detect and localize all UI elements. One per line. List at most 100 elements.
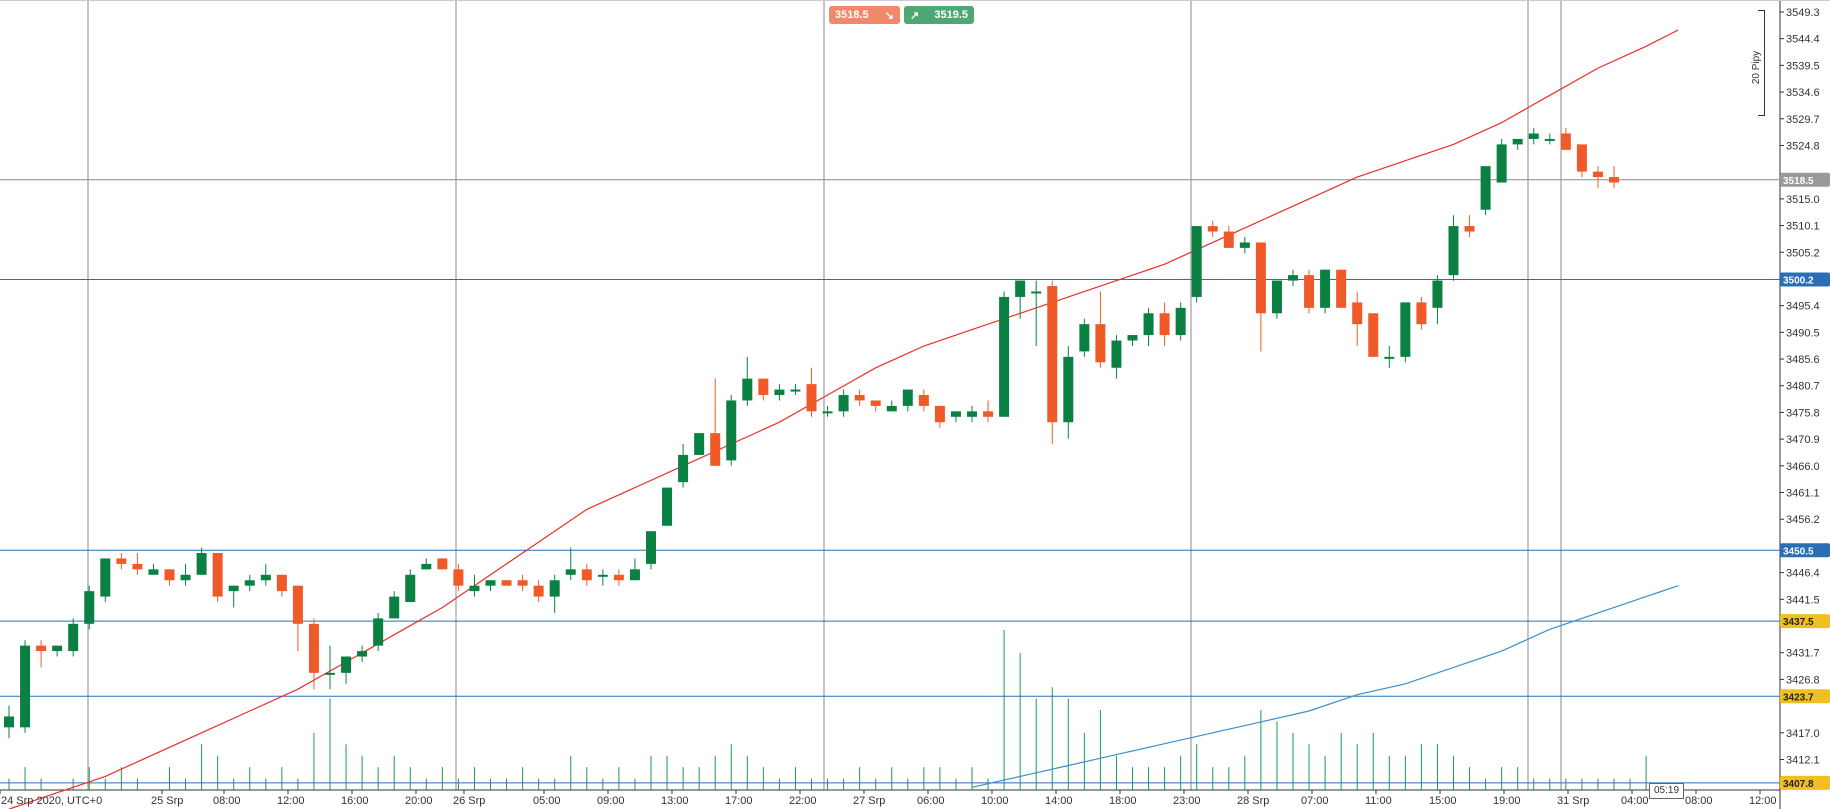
bearish-candle [581,563,592,586]
bullish-candle [678,444,689,488]
candle-body [1336,269,1347,308]
price-level-tag: 3407.8 [1780,775,1830,790]
candle-body [1384,356,1395,359]
candle-body [726,400,737,461]
time-tick-label: 23:00 [1173,795,1201,807]
arrow-down-right-icon: ↘ [884,9,894,22]
candle-body [694,433,705,455]
bullish-candle [1544,133,1555,145]
candle-body [1368,313,1379,357]
bullish-candle [52,645,63,657]
bullish-candle [1127,335,1138,346]
bullish-candle [180,563,191,586]
candle-body [485,580,496,586]
bearish-candle [1464,215,1475,237]
bullish-candle [148,563,159,575]
time-tick-label: 26 Srp [453,795,485,807]
candle-body [148,569,159,575]
sell-price-button[interactable]: 3518.5 ↘ [829,6,900,24]
buy-price-button[interactable]: ↗ 3519.5 [904,6,974,24]
time-tick-label: 09:00 [597,795,625,807]
bullish-candle [469,574,480,597]
candle-body [1432,280,1443,308]
bullish-candle [405,569,416,603]
bearish-candle [437,558,448,570]
time-tick-label: 17:00 [725,795,753,807]
current-candle-time: 05:19 [1649,783,1685,799]
time-tick-label: 19:00 [1493,795,1521,807]
bearish-candle [1592,166,1603,188]
candle-body [228,585,239,592]
bullish-candle [1111,335,1122,379]
bullish-candle [565,547,576,581]
price-level-tag-bg [1780,775,1830,790]
candle-body [292,585,303,624]
candle-body [132,563,143,570]
bearish-candle [453,563,464,592]
bullish-candle [902,389,913,412]
bearish-candle [164,569,175,586]
bearish-candle [613,569,624,586]
price-tick-label: 3485.6 [1786,354,1820,366]
candle-body [20,645,31,728]
bullish-candle [244,574,255,592]
bearish-candle [212,553,223,603]
price-level-tag-bg [1780,272,1830,287]
price-tick-label: 3529.7 [1786,114,1820,126]
bearish-candle [1047,280,1058,445]
bullish-candle [1480,166,1491,216]
candle-body [1031,291,1042,294]
bearish-candle [710,378,721,466]
bearish-candle [1336,269,1347,308]
time-tick-label: 10:00 [981,795,1009,807]
bullish-candle [228,585,239,608]
candle-body [1047,286,1058,423]
candle-body [1320,269,1331,308]
candle-body [581,569,592,581]
time-tick-label: 16:00 [341,795,369,807]
candle-body [822,411,833,414]
candle-body [790,389,801,392]
horizontal-price-levels[interactable] [0,179,1780,784]
bullish-candle [1063,345,1074,439]
candle-body [533,585,544,597]
price-level-tag-label: 3423.7 [1783,692,1814,703]
bearish-candle [1095,291,1106,368]
bullish-candle [196,547,207,575]
pip-scale-bracket [1758,10,1765,116]
candle-body [1111,340,1122,368]
bearish-candle [1560,128,1571,150]
candle-body [565,569,576,575]
bullish-candle [838,389,849,417]
price-tick-label: 3470.9 [1786,434,1820,446]
bullish-candle [325,645,335,690]
candle-body [1095,324,1106,363]
time-tick-label: 31 Srp [1557,795,1589,807]
candle-body [1416,302,1427,325]
buy-price-value: 3519.5 [934,9,968,21]
price-tick-label: 3475.8 [1786,407,1820,419]
bullish-candle [967,405,977,423]
bullish-candle [260,563,271,586]
price-level-tag: 3500.2 [1780,272,1830,287]
arrow-up-right-icon: ↗ [910,9,920,22]
price-axis[interactable]: 3549.3 3544.4 3539.5 3534.6 3529.7 3524.8 3515… [1780,7,1820,767]
candle-body [244,580,255,586]
time-tick-label: 20:00 [405,795,433,807]
bullish-candle [646,531,656,570]
candle-body [341,656,352,673]
bullish-candle [886,400,897,412]
bullish-candle [1320,269,1331,314]
price-tick-label: 3539.5 [1786,60,1820,72]
candle-body [1063,356,1074,423]
bullish-candle [20,640,31,733]
bullish-candle [1239,237,1250,254]
candle-body [1239,242,1250,248]
bearish-candle [517,574,528,592]
time-axis[interactable]: 24 Srp 2020, UTC+0 25 Srp 08:00 12:00 16:00 2… [0,790,1777,807]
price-tick-label: 3495.4 [1786,301,1820,313]
candle-body [308,623,319,673]
bullish-candle [68,618,79,657]
price-tick-label: 3544.4 [1786,34,1820,46]
